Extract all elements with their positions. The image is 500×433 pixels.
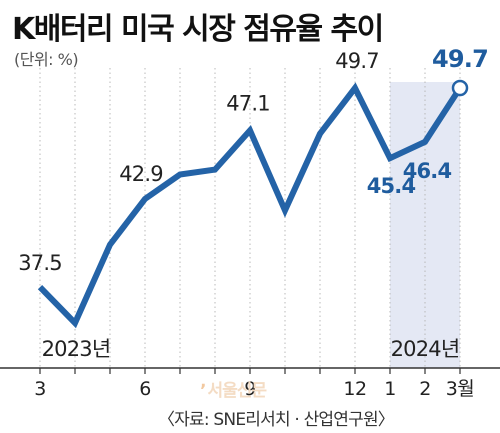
data-label: 45.4	[367, 174, 416, 198]
year-label-2024: 2024년	[391, 337, 460, 361]
x-tick-label: 3	[34, 378, 46, 400]
chart-title: K배터리 미국 시장 점유율 추이	[12, 12, 384, 47]
x-tick-labels: 3 6 9 12 1 2 3월	[34, 378, 475, 400]
x-tick-label: 6	[139, 378, 151, 400]
data-label: 49.7	[432, 45, 488, 73]
source-note: 〈자료: SNE리서치 · 산업연구원〉	[158, 410, 395, 430]
x-tick-label: 3월	[446, 378, 475, 400]
x-tick-label: 1	[384, 378, 396, 400]
data-label: 37.5	[18, 251, 62, 275]
data-label: 49.7	[335, 49, 379, 73]
data-labels: 37.5 42.9 47.1 49.7 45.446.4 49.7	[18, 45, 489, 275]
x-ticks	[39, 368, 461, 374]
x-tick-label: 12	[343, 378, 366, 400]
grid-lines	[39, 68, 461, 368]
x-tick-label: 9	[244, 378, 256, 400]
x-tick-label: 2	[419, 378, 431, 400]
unit-label: (단위: %)	[14, 50, 79, 69]
data-label: 47.1	[226, 91, 270, 115]
watermark: ʼ 서울신문	[200, 381, 267, 401]
series-line	[37, 82, 463, 329]
data-label: 46.4	[403, 159, 452, 183]
year-label-2023: 2023년	[42, 337, 111, 361]
end-point-marker	[451, 79, 469, 97]
data-label: 42.9	[119, 162, 163, 186]
